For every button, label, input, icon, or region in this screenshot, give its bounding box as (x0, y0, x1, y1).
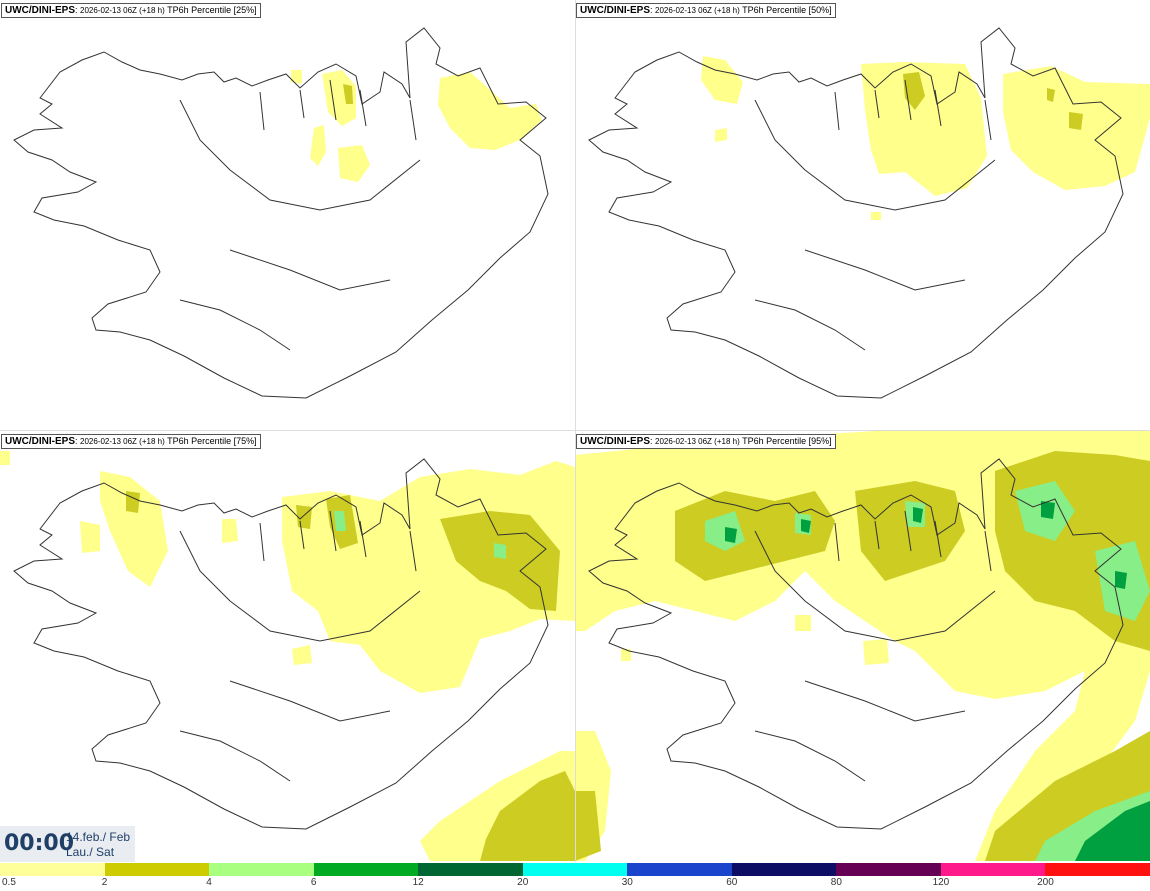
legend-label: 20 (517, 877, 529, 888)
valid-date: 14.feb./ Feb (66, 830, 131, 844)
precip-heavy (334, 511, 506, 559)
legend-label: 30 (621, 877, 633, 888)
panel-title: UWC/DINI-EPS: 2026-02-13 06Z (+18 h) TP6… (576, 3, 836, 18)
field-name: TP6h Percentile [75%] (167, 436, 257, 446)
map-svg (13, 27, 549, 399)
field-name: TP6h Percentile [25%] (167, 5, 257, 15)
legend-label: 80 (830, 877, 842, 888)
panel-title: UWC/DINI-EPS: 2026-02-13 06Z (+18 h) TP6… (1, 434, 261, 449)
map-panel-p75: UWC/DINI-EPS: 2026-02-13 06Z (+18 h) TP6… (0, 431, 575, 861)
legend-swatch (731, 863, 837, 876)
model-name: UWC/DINI-EPS (580, 436, 650, 447)
map-panel-p50: UWC/DINI-EPS: 2026-02-13 06Z (+18 h) TP6… (575, 0, 1150, 430)
legend-label: 12 (412, 877, 424, 888)
legend-swatch (209, 863, 315, 876)
legend-swatch (418, 863, 524, 876)
run-time: 2026-02-13 06Z (+18 h) (655, 437, 740, 446)
legend-label: 0.5 (2, 877, 16, 888)
map-svg (575, 431, 1150, 861)
legend-label: 120 (932, 877, 950, 888)
valid-day: Lau./ Sat (66, 845, 115, 859)
panel-title: UWC/DINI-EPS: 2026-02-13 06Z (+18 h) TP6… (1, 3, 261, 18)
precip-light (291, 70, 542, 182)
legend-swatch (940, 863, 1046, 876)
legend-label: 2 (101, 877, 108, 888)
legend-swatch (1045, 863, 1150, 876)
run-time: 2026-02-13 06Z (+18 h) (80, 437, 165, 446)
model-name: UWC/DINI-EPS (5, 436, 75, 447)
valid-time-clock: 00:00 (4, 831, 75, 856)
legend-swatch (522, 863, 628, 876)
panel-title: UWC/DINI-EPS: 2026-02-13 06Z (+18 h) TP6… (576, 434, 836, 449)
precip-very-heavy (725, 501, 1150, 861)
precip-light (701, 56, 1150, 220)
legend-swatch (0, 863, 106, 876)
iceland-coast (13, 458, 549, 830)
map-svg (0, 451, 575, 861)
field-name: TP6h Percentile [95%] (742, 436, 832, 446)
run-time: 2026-02-13 06Z (+18 h) (80, 6, 165, 15)
panel-divider-vertical (575, 0, 576, 862)
valid-time-box: 00:00 14.feb./ Feb Lau./ Sat (0, 826, 135, 862)
map-panel-p95: UWC/DINI-EPS: 2026-02-13 06Z (+18 h) TP6… (575, 431, 1150, 861)
legend-swatch (627, 863, 733, 876)
legend-label: 4 (206, 877, 212, 888)
panel-divider-horizontal (0, 430, 1150, 431)
run-time: 2026-02-13 06Z (+18 h) (655, 6, 740, 15)
model-name: UWC/DINI-EPS (5, 5, 75, 16)
legend-label: 60 (726, 877, 738, 888)
model-name: UWC/DINI-EPS (580, 5, 650, 16)
precip-moderate (343, 84, 353, 104)
legend-swatch (313, 863, 419, 876)
iceland-coast (588, 27, 1124, 399)
iceland-coast (13, 27, 549, 399)
map-panel-p25: UWC/DINI-EPS: 2026-02-13 06Z (+18 h) TP6… (0, 0, 575, 430)
legend-label: 200 (1037, 877, 1054, 888)
precip-legend: 0.5 2 4 6 12 20 30 60 80 120 200 (0, 863, 1150, 891)
field-name: TP6h Percentile [50%] (742, 5, 832, 15)
legend-label: 6 (310, 877, 317, 888)
map-svg (588, 27, 1150, 399)
legend-swatch (104, 863, 210, 876)
legend-swatch (836, 863, 942, 876)
iceland-coast (588, 458, 1124, 830)
